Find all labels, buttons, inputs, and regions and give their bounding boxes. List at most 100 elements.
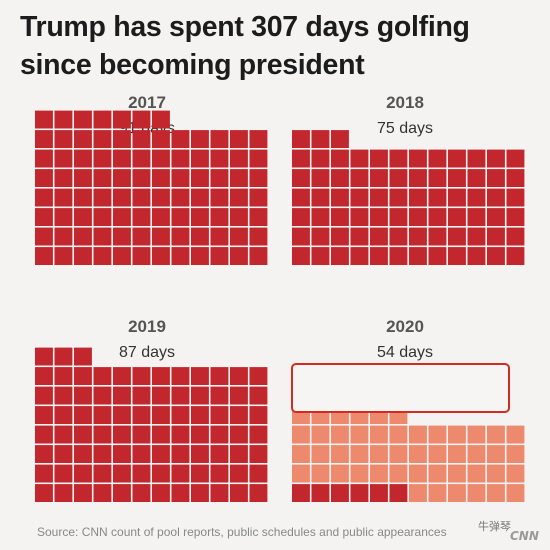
day-cell xyxy=(230,464,248,483)
day-cell xyxy=(54,169,73,187)
day-cell xyxy=(210,227,229,246)
day-cell xyxy=(132,386,151,405)
day-cell-after-covid xyxy=(409,445,427,463)
day-cell-after-covid xyxy=(370,425,388,444)
day-cell xyxy=(292,208,310,226)
day-cell xyxy=(152,367,170,385)
day-cell xyxy=(230,208,248,226)
day-cell xyxy=(331,130,349,148)
day-cell xyxy=(74,188,92,207)
day-cell-after-covid xyxy=(409,484,427,502)
day-cell xyxy=(132,445,151,463)
panel-days-label: 54 days xyxy=(377,344,433,361)
day-cell xyxy=(249,169,268,187)
day-cell xyxy=(210,247,229,265)
day-cell-after-covid xyxy=(311,425,330,444)
day-cell-after-covid xyxy=(331,445,349,463)
day-cell xyxy=(448,247,466,265)
day-cell xyxy=(74,484,92,502)
day-cell xyxy=(171,247,190,265)
watermark-brand: CNN xyxy=(510,529,539,543)
day-cell xyxy=(487,169,505,187)
day-cell xyxy=(467,247,486,265)
day-cell xyxy=(152,425,170,444)
day-cell xyxy=(113,445,131,463)
day-cell xyxy=(74,406,92,424)
day-cell xyxy=(230,386,248,405)
day-cell xyxy=(35,149,53,168)
day-cell xyxy=(93,386,112,405)
day-cell xyxy=(35,445,53,463)
day-cell xyxy=(370,227,388,246)
day-cell xyxy=(93,484,112,502)
day-cell xyxy=(249,149,268,168)
day-cell xyxy=(331,169,349,187)
day-cell xyxy=(370,247,388,265)
day-cell xyxy=(74,425,92,444)
day-cell-after-covid xyxy=(292,445,310,463)
day-cell xyxy=(171,208,190,226)
day-cell xyxy=(350,149,369,168)
day-cell xyxy=(171,484,190,502)
day-cell xyxy=(506,169,525,187)
day-cell xyxy=(389,227,408,246)
watermark-text: 牛弹琴 xyxy=(478,520,511,533)
day-cell xyxy=(249,247,268,265)
day-cell xyxy=(93,367,112,385)
day-cell xyxy=(249,425,268,444)
day-cell-after-covid xyxy=(311,464,330,483)
day-cell xyxy=(210,149,229,168)
day-cell xyxy=(428,227,447,246)
day-cell xyxy=(506,247,525,265)
day-cell xyxy=(93,247,112,265)
day-cell xyxy=(113,247,131,265)
day-cell xyxy=(113,149,131,168)
day-cell xyxy=(230,406,248,424)
day-cell xyxy=(428,149,447,168)
day-cell xyxy=(249,188,268,207)
day-cell-after-covid xyxy=(370,445,388,463)
day-cell xyxy=(191,484,209,502)
day-cell xyxy=(191,406,209,424)
day-cell-after-covid xyxy=(448,425,466,444)
day-cell xyxy=(113,169,131,187)
day-cell xyxy=(171,367,190,385)
day-cell xyxy=(311,188,330,207)
day-cell xyxy=(35,484,53,502)
day-cell xyxy=(230,169,248,187)
day-cell xyxy=(389,247,408,265)
day-cell xyxy=(74,149,92,168)
day-cell xyxy=(350,247,369,265)
day-cell xyxy=(54,406,73,424)
day-cell xyxy=(35,406,53,424)
day-cell xyxy=(210,425,229,444)
day-cell xyxy=(54,110,73,129)
day-cell xyxy=(74,227,92,246)
day-cell xyxy=(350,188,369,207)
day-cell xyxy=(191,188,209,207)
day-cell xyxy=(487,247,505,265)
day-cell xyxy=(35,169,53,187)
day-cell xyxy=(230,188,248,207)
day-cell xyxy=(74,169,92,187)
day-cell xyxy=(370,149,388,168)
day-cell xyxy=(230,425,248,444)
day-cell-after-covid xyxy=(331,425,349,444)
panel-days-label: 75 days xyxy=(377,120,433,137)
day-cell xyxy=(54,464,73,483)
day-cell xyxy=(409,188,427,207)
day-cell xyxy=(230,484,248,502)
day-cell xyxy=(409,149,427,168)
day-cell xyxy=(152,188,170,207)
day-cell xyxy=(487,208,505,226)
day-cell xyxy=(210,386,229,405)
day-cell xyxy=(54,347,73,366)
day-cell xyxy=(54,149,73,168)
day-cell-after-covid xyxy=(467,445,486,463)
day-cell xyxy=(428,247,447,265)
day-cell xyxy=(113,406,131,424)
day-cell xyxy=(467,227,486,246)
day-cell xyxy=(54,484,73,502)
day-cell xyxy=(311,227,330,246)
day-cell xyxy=(74,130,92,148)
